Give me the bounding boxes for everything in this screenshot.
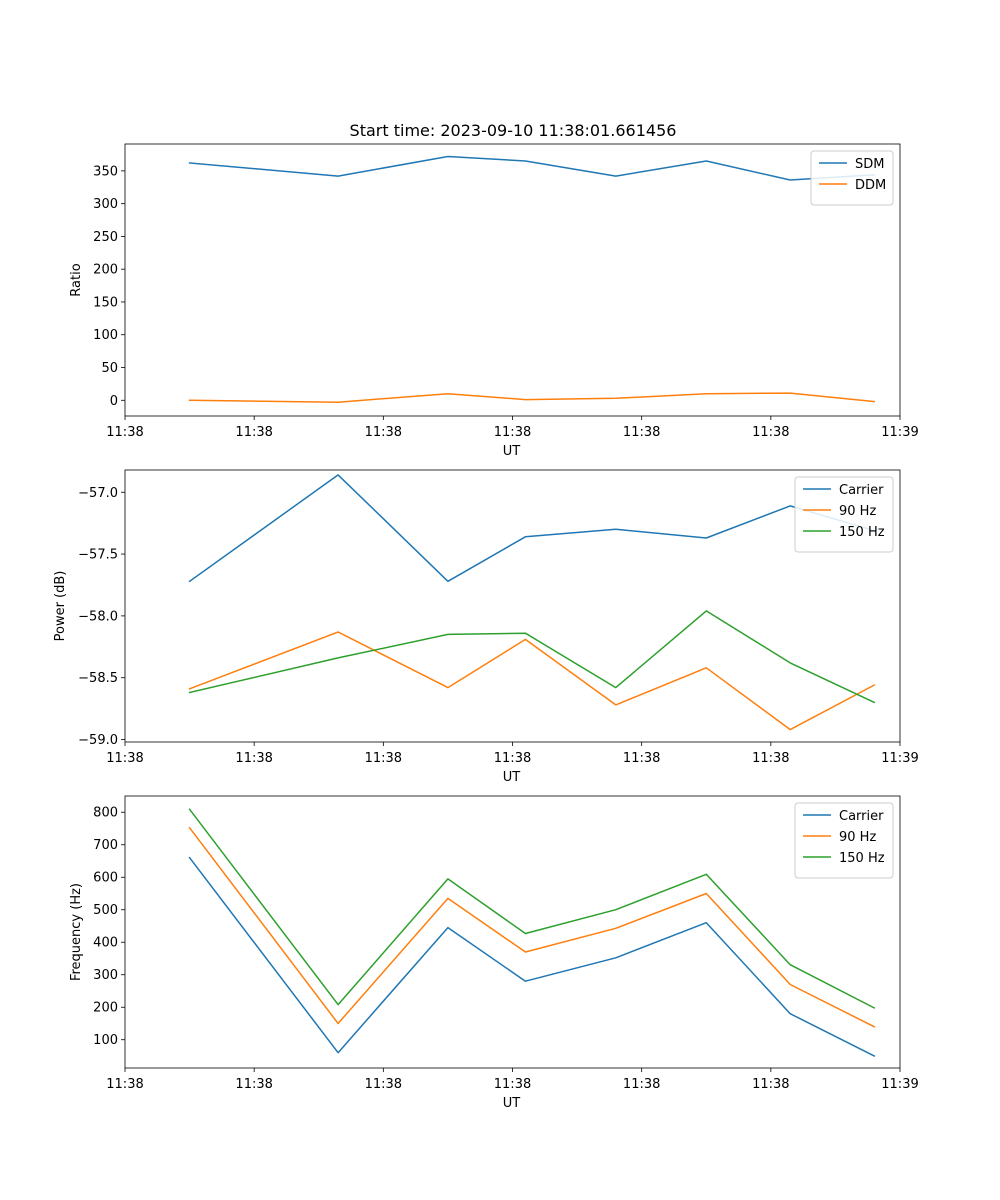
y-tick-label: 0	[110, 394, 118, 409]
legend-label-150-hz: 150 Hz	[839, 525, 885, 540]
y-axis-label: Power (dB)	[53, 571, 68, 642]
series-line-90-hz	[188, 631, 876, 731]
y-tick-label: 100	[93, 1033, 118, 1048]
axes-frame	[124, 795, 901, 1069]
y-tick-label: 600	[93, 871, 118, 886]
x-axis-label: UT	[503, 1096, 521, 1111]
frequency-panel: 11:38 11:38 11:38 11:38 11:38 11:38 11:39 100 20…	[69, 795, 919, 1111]
x-tick-label: 11:38	[106, 751, 143, 766]
power-panel: 11:38 11:38 11:38 11:38 11:38 11:38 11:39 −59.0…	[53, 469, 919, 785]
x-tick-label: 11:38	[365, 425, 402, 440]
y-axis-label: Ratio	[69, 263, 84, 296]
y-tick-label: 350	[93, 164, 118, 179]
x-tick-label: 11:38	[494, 751, 531, 766]
x-axis-label: UT	[503, 444, 521, 459]
x-tick-label: 11:38	[365, 751, 402, 766]
y-axis-label: Frequency (Hz)	[69, 883, 84, 981]
x-tick-label: 11:38	[494, 1077, 531, 1092]
series-line-ddm	[188, 392, 876, 403]
y-tick-label: 200	[93, 263, 118, 278]
legend-box	[794, 802, 894, 879]
y-tick-label: 300	[93, 197, 118, 212]
series-line-sdm	[188, 155, 875, 181]
x-tick-label: 11:38	[623, 751, 660, 766]
y-tick-label: 250	[93, 230, 118, 245]
y-tick-label: 150	[93, 295, 118, 310]
x-tick-label: 11:38	[752, 1077, 789, 1092]
y-tick-label: −57.0	[78, 486, 118, 501]
y-tick-label: −59.0	[78, 733, 118, 748]
y-tick-label: −58.5	[78, 671, 118, 686]
legend-label-sdm: SDM	[855, 157, 884, 172]
y-tick-label: 50	[101, 361, 118, 376]
legend-label-carrier: Carrier	[839, 809, 884, 824]
legend: Carrier 90 Hz 150 Hz	[794, 802, 894, 879]
y-tick-label: −57.5	[78, 548, 118, 563]
legend-label-ddm: DDM	[855, 178, 886, 193]
x-tick-label: 11:39	[881, 425, 918, 440]
x-tick-label: 11:38	[623, 425, 660, 440]
legend: SDM DDM	[810, 150, 894, 206]
x-tick-label: 11:38	[235, 425, 272, 440]
axes-frame	[124, 469, 901, 743]
legend-label-90-hz: 90 Hz	[839, 504, 876, 519]
y-tick-label: 100	[93, 328, 118, 343]
legend-box	[810, 150, 894, 206]
legend-label-90-hz: 90 Hz	[839, 830, 876, 845]
legend-label-150-hz: 150 Hz	[839, 851, 885, 866]
y-tick-label: −58.0	[78, 609, 118, 624]
axes-frame	[124, 143, 901, 417]
y-tick-label: 500	[93, 903, 118, 918]
x-axis-label: UT	[503, 770, 521, 785]
series-line-150-hz	[188, 610, 876, 704]
x-tick-label: 11:39	[881, 751, 918, 766]
y-tick-label: 400	[93, 936, 118, 951]
legend: Carrier 90 Hz 150 Hz	[794, 476, 894, 553]
series-line-carrier	[188, 856, 876, 1058]
legend-label-carrier: Carrier	[839, 483, 884, 498]
series-line-carrier	[188, 474, 876, 583]
y-tick-label: 300	[93, 968, 118, 983]
y-tick-label: 700	[93, 838, 118, 853]
x-tick-label: 11:38	[752, 751, 789, 766]
series-line-90-hz	[188, 826, 876, 1028]
x-tick-label: 11:38	[106, 425, 143, 440]
y-tick-label: 800	[93, 806, 118, 821]
ratio-panel: 11:38 11:38 11:38 11:38 11:38 11:38 11:39 0 50 10…	[69, 143, 919, 459]
x-tick-label: 11:38	[494, 425, 531, 440]
x-tick-label: 11:38	[623, 1077, 660, 1092]
figure-title: Start time: 2023-09-10 11:38:01.661456	[350, 121, 677, 140]
x-tick-label: 11:38	[365, 1077, 402, 1092]
x-tick-label: 11:38	[106, 1077, 143, 1092]
x-tick-label: 11:38	[752, 425, 789, 440]
x-tick-label: 11:38	[235, 751, 272, 766]
y-tick-label: 200	[93, 1001, 118, 1016]
x-tick-label: 11:38	[235, 1077, 272, 1092]
legend-box	[794, 476, 894, 553]
series-line-150-hz	[188, 808, 876, 1009]
x-tick-label: 11:39	[881, 1077, 918, 1092]
